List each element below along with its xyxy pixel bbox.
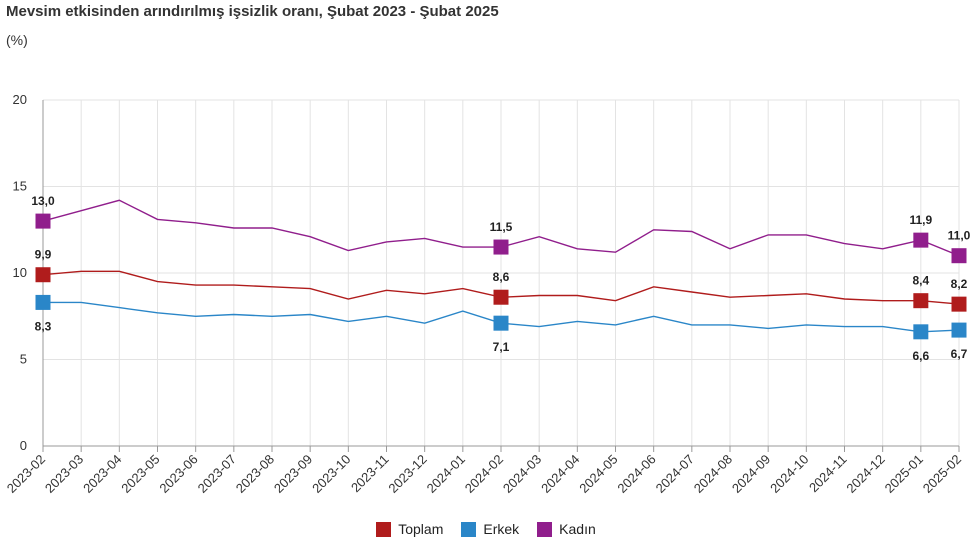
x-tick-label: 2024-09 <box>729 452 773 496</box>
x-tick-label: 2023-10 <box>309 452 353 496</box>
marker-kad-n <box>493 239 509 255</box>
x-tick-label: 2024-07 <box>653 452 697 496</box>
data-label-kad-n: 11,9 <box>909 213 932 227</box>
marker-toplam <box>951 296 967 312</box>
marker-erkek <box>35 294 51 310</box>
x-tick-label: 2023-11 <box>348 452 392 496</box>
marker-kad-n <box>913 232 929 248</box>
data-label-erkek: 7,1 <box>493 340 510 354</box>
legend-swatch <box>537 521 553 537</box>
series-markers <box>35 213 967 340</box>
data-label-erkek: 6,7 <box>951 347 968 361</box>
x-tick-label: 2023-12 <box>385 452 429 496</box>
x-tick-label: 2023-09 <box>271 452 315 496</box>
legend-item-kad-n[interactable]: Kadın <box>537 521 596 537</box>
y-tick-label: 10 <box>13 265 27 280</box>
x-tick-label: 2023-07 <box>195 452 239 496</box>
legend: Toplam Erkek Kadın <box>0 521 972 537</box>
x-axis: 2023-022023-032023-042023-052023-062023-… <box>4 445 964 496</box>
data-label-kad-n: 13,0 <box>31 194 55 208</box>
x-tick-label: 2024-02 <box>462 452 506 496</box>
x-tick-label: 2024-12 <box>843 452 887 496</box>
data-label-toplam: 8,6 <box>493 270 510 284</box>
x-tick-label: 2024-01 <box>424 452 468 496</box>
marker-erkek <box>951 322 967 338</box>
marker-toplam <box>493 289 509 305</box>
x-tick-label: 2024-04 <box>538 452 582 496</box>
marker-kad-n <box>951 248 967 264</box>
chart-unit-label: (%) <box>6 32 28 48</box>
x-tick-label: 2023-08 <box>233 452 277 496</box>
data-label-erkek: 8,3 <box>35 319 52 333</box>
data-label-toplam: 9,9 <box>35 248 52 262</box>
x-tick-label: 2025-01 <box>882 452 926 496</box>
legend-swatch <box>461 521 477 537</box>
y-tick-label: 15 <box>13 179 27 194</box>
y-tick-label: 5 <box>20 352 27 367</box>
x-tick-label: 2023-02 <box>4 452 48 496</box>
x-tick-label: 2024-11 <box>806 452 850 496</box>
x-tick-label: 2024-05 <box>576 452 620 496</box>
data-labels: 9,9 8,6 8,4 8,2 8,3 7,1 6,6 6,7 13,0 11,5 11,9 11,0 <box>31 194 970 363</box>
marker-kad-n <box>35 213 51 229</box>
y-tick-label: 0 <box>20 438 27 453</box>
x-tick-label: 2024-06 <box>614 452 658 496</box>
marker-toplam <box>35 267 51 283</box>
legend-label: Erkek <box>483 521 520 537</box>
y-tick-label: 20 <box>13 92 27 107</box>
x-tick-label: 2024-03 <box>500 452 544 496</box>
legend-item-erkek[interactable]: Erkek <box>461 521 519 537</box>
marker-toplam <box>913 293 929 309</box>
data-label-toplam: 8,4 <box>912 274 929 288</box>
x-tick-label: 2023-04 <box>80 452 124 496</box>
marker-erkek <box>493 315 509 331</box>
x-tick-label: 2023-03 <box>42 452 86 496</box>
legend-swatch <box>376 521 392 537</box>
data-label-erkek: 6,6 <box>912 349 929 363</box>
legend-item-toplam[interactable]: Toplam <box>376 521 443 537</box>
data-label-toplam: 8,2 <box>951 277 968 291</box>
x-tick-label: 2023-06 <box>156 452 200 496</box>
x-tick-label: 2024-10 <box>767 452 811 496</box>
x-tick-label: 2023-05 <box>118 452 162 496</box>
grid-lines <box>42 99 960 447</box>
legend-label: Toplam <box>398 521 444 537</box>
marker-erkek <box>913 324 929 340</box>
legend-label: Kadın <box>559 521 596 537</box>
data-label-kad-n: 11,0 <box>948 229 971 243</box>
x-tick-label: 2024-08 <box>691 452 735 496</box>
chart-title: Mevsim etkisinden arındırılmış işsizlik … <box>6 3 499 20</box>
x-tick-label: 2025-02 <box>920 452 964 496</box>
data-label-kad-n: 11,5 <box>490 220 513 234</box>
